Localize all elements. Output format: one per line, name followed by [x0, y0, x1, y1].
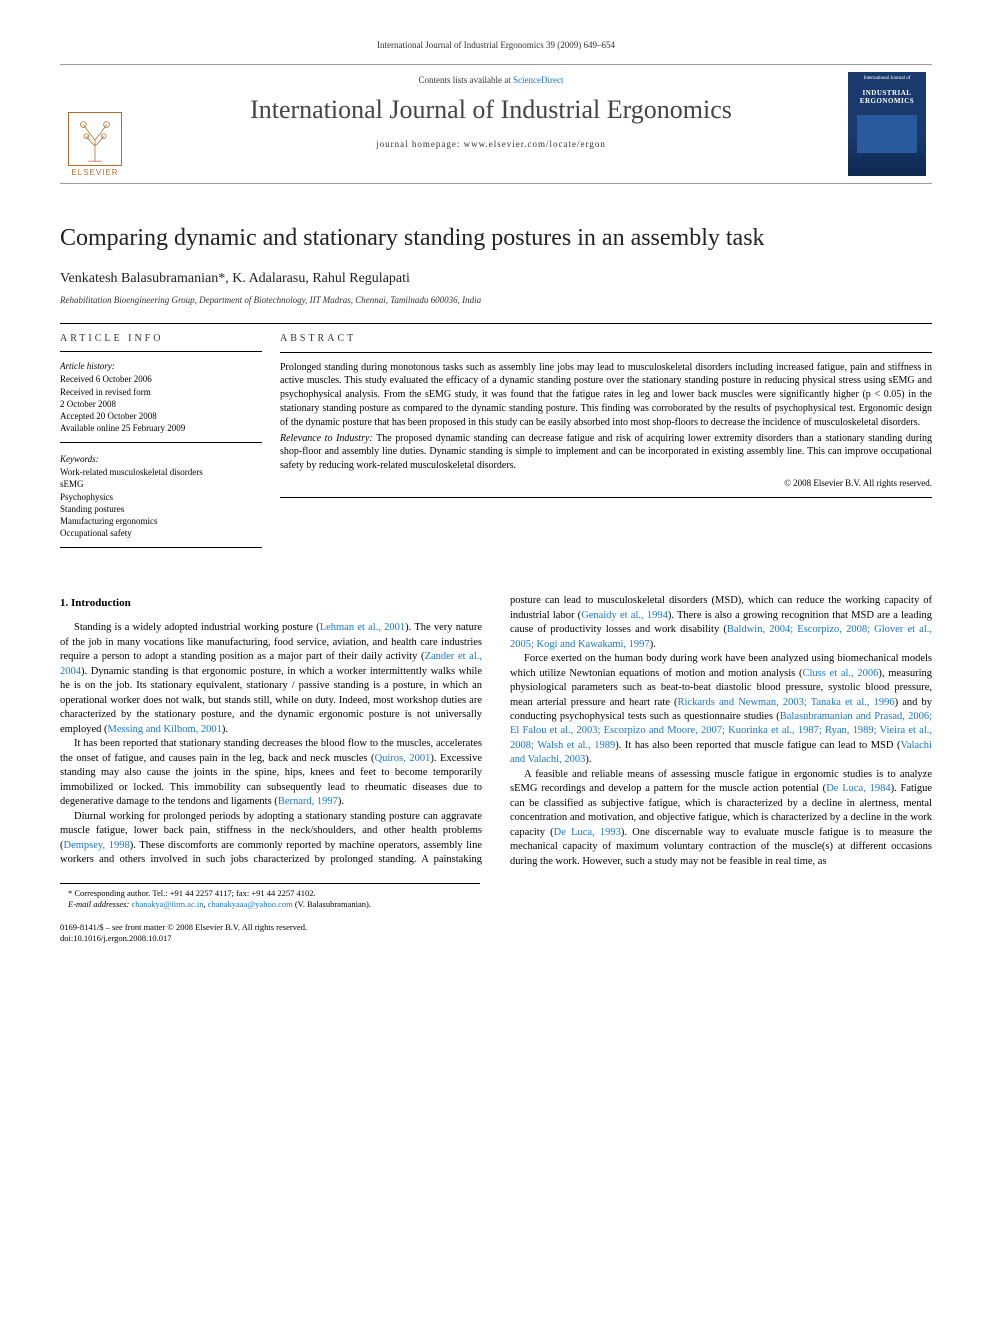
- cover-image-placeholder: [857, 115, 917, 153]
- cover-title: INDUSTRIAL ERGONOMICS: [852, 89, 922, 106]
- text-run: ).: [585, 754, 591, 765]
- abstract-column: ABSTRACT Prolonged standing during monot…: [280, 324, 932, 566]
- page-container: International Journal of Industrial Ergo…: [0, 0, 992, 974]
- cover-sub: International Journal of: [852, 76, 922, 82]
- keyword: Psychophysics: [60, 491, 262, 503]
- masthead-right: International Journal of INDUSTRIAL ERGO…: [842, 65, 932, 183]
- affiliation: Rehabilitation Bioengineering Group, Dep…: [60, 295, 932, 305]
- masthead: ELSEVIER Contents lists available at Sci…: [60, 64, 932, 184]
- keywords-label: Keywords:: [60, 453, 262, 465]
- email-label: E-mail addresses:: [68, 899, 131, 909]
- history-label: Article history:: [60, 360, 262, 372]
- elsevier-tree-icon: [68, 112, 122, 166]
- citation-link[interactable]: Lehman et al., 2001: [320, 622, 405, 633]
- article-history-block: Article history: Received 6 October 2006…: [60, 360, 262, 443]
- keywords-block: Keywords: Work-related musculoskeletal d…: [60, 453, 262, 548]
- keyword: Work-related musculoskeletal disorders: [60, 466, 262, 478]
- citation-link[interactable]: Cluss et al., 2006: [802, 668, 878, 679]
- revised-label: Received in revised form: [60, 386, 262, 398]
- citation-link[interactable]: Rickards and Newman, 2003; Tanaka et al.…: [678, 697, 895, 708]
- citation-link[interactable]: De Luca, 1984: [826, 783, 890, 794]
- body-two-column: 1. Introduction Standing is a widely ado…: [60, 594, 932, 869]
- body-paragraph: It has been reported that stationary sta…: [60, 737, 482, 809]
- journal-title: International Journal of Industrial Ergo…: [140, 95, 842, 125]
- journal-cover-thumbnail: International Journal of INDUSTRIAL ERGO…: [848, 72, 926, 176]
- citation-link[interactable]: Genaidy et al., 1994: [581, 610, 668, 621]
- citation-link[interactable]: Dempsey, 1998: [64, 840, 130, 851]
- footnotes: * Corresponding author. Tel.: +91 44 225…: [60, 883, 480, 910]
- article-title: Comparing dynamic and stationary standin…: [60, 224, 932, 253]
- citation-link[interactable]: Quiros, 2001: [375, 753, 431, 764]
- section-heading-intro: 1. Introduction: [60, 596, 482, 611]
- email-link[interactable]: chanakyaaa@yahoo.com: [208, 899, 293, 909]
- keyword: Standing postures: [60, 503, 262, 515]
- body-paragraph: Standing is a widely adopted industrial …: [60, 621, 482, 737]
- journal-homepage-line: journal homepage: www.elsevier.com/locat…: [140, 139, 842, 149]
- text-run: ). It has also been reported that muscle…: [615, 740, 900, 751]
- accepted-date: Accepted 20 October 2008: [60, 410, 262, 422]
- abstract-heading: ABSTRACT: [280, 332, 932, 353]
- body-paragraph: A feasible and reliable means of assessi…: [510, 768, 932, 869]
- sciencedirect-link[interactable]: ScienceDirect: [513, 75, 563, 85]
- received-date: Received 6 October 2006: [60, 373, 262, 385]
- elsevier-logo-text: ELSEVIER: [71, 168, 118, 177]
- email-tail: (V. Balasubramanian).: [293, 899, 371, 909]
- doi-line: doi:10.1016/j.ergon.2008.10.017: [60, 933, 932, 944]
- revised-date: 2 October 2008: [60, 398, 262, 410]
- relevance-paragraph: Relevance to Industry: The proposed dyna…: [280, 432, 932, 473]
- page-footer: 0169-8141/$ – see front matter © 2008 El…: [60, 922, 932, 943]
- text-run: ).: [650, 639, 656, 650]
- abstract-copyright: © 2008 Elsevier B.V. All rights reserved…: [280, 477, 932, 489]
- abstract-body: Prolonged standing during monotonous tas…: [280, 361, 932, 499]
- masthead-left: ELSEVIER: [60, 65, 140, 183]
- contents-lists-line: Contents lists available at ScienceDirec…: [140, 75, 842, 85]
- info-abstract-row: ARTICLE INFO Article history: Received 6…: [60, 323, 932, 566]
- article-info-column: ARTICLE INFO Article history: Received 6…: [60, 324, 280, 566]
- relevance-text: The proposed dynamic standing can decrea…: [280, 433, 932, 472]
- text-run: ).: [338, 796, 344, 807]
- relevance-label: Relevance to Industry:: [280, 433, 373, 444]
- citation-link[interactable]: Messing and Kilbom, 2001: [108, 724, 222, 735]
- email-link[interactable]: chanakya@iitm.ac.in: [131, 899, 203, 909]
- masthead-center: Contents lists available at ScienceDirec…: [140, 65, 842, 183]
- authors-line: Venkatesh Balasubramanian*, K. Adalarasu…: [60, 271, 932, 287]
- running-head: International Journal of Industrial Ergo…: [60, 40, 932, 50]
- email-note: E-mail addresses: chanakya@iitm.ac.in, c…: [60, 899, 480, 910]
- text-run: ).: [222, 724, 228, 735]
- homepage-prefix: journal homepage:: [376, 139, 463, 149]
- citation-link[interactable]: Bernard, 1997: [278, 796, 338, 807]
- online-date: Available online 25 February 2009: [60, 422, 262, 434]
- keyword: Manufacturing ergonomics: [60, 515, 262, 527]
- citation-link[interactable]: De Luca, 1993: [554, 827, 621, 838]
- keyword: sEMG: [60, 478, 262, 490]
- front-matter-line: 0169-8141/$ – see front matter © 2008 El…: [60, 922, 932, 933]
- body-paragraph: Force exerted on the human body during w…: [510, 652, 932, 768]
- text-run: Standing is a widely adopted industrial …: [74, 622, 320, 633]
- corresponding-author-note: * Corresponding author. Tel.: +91 44 225…: [60, 888, 480, 899]
- keyword: Occupational safety: [60, 527, 262, 539]
- homepage-url[interactable]: www.elsevier.com/locate/ergon: [464, 139, 606, 149]
- article-info-heading: ARTICLE INFO: [60, 332, 262, 353]
- abstract-paragraph: Prolonged standing during monotonous tas…: [280, 361, 932, 430]
- contents-prefix: Contents lists available at: [419, 75, 513, 85]
- elsevier-logo: ELSEVIER: [60, 99, 130, 177]
